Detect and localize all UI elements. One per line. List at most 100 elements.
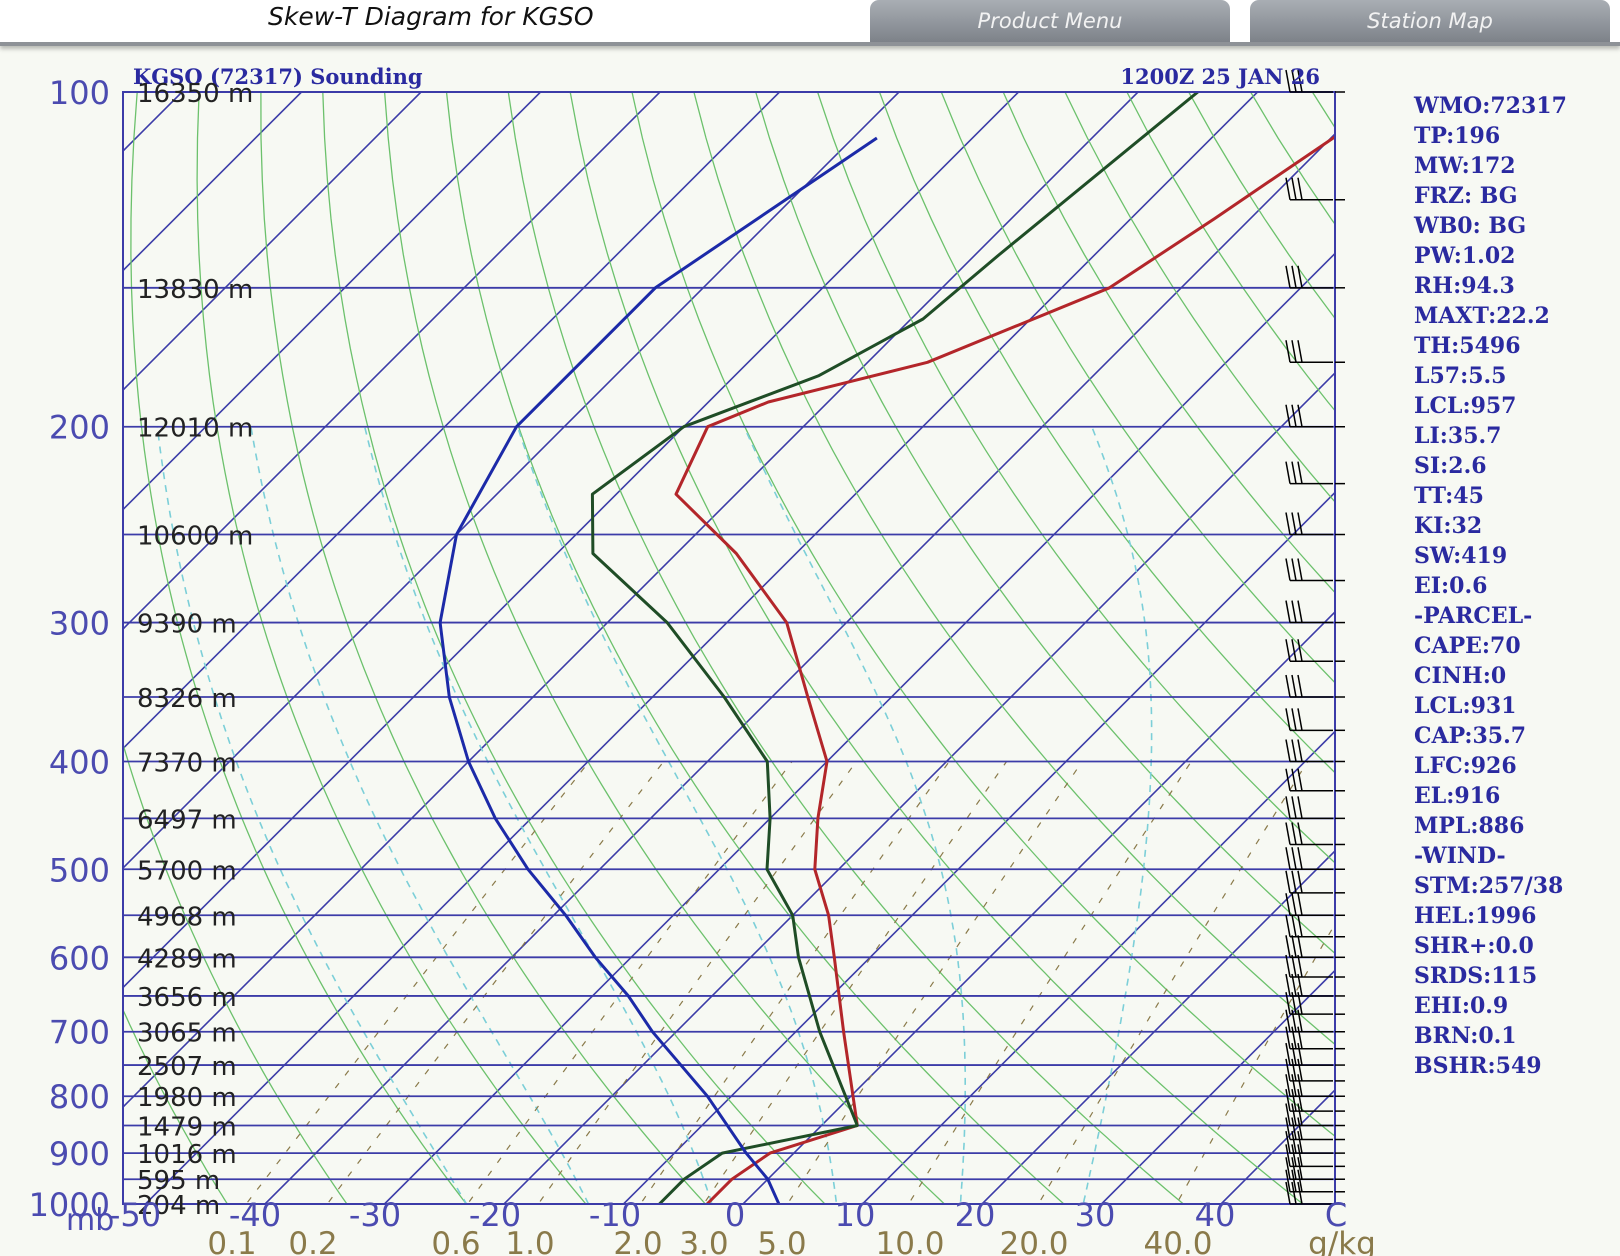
- isotherm-line: [383, 252, 1335, 1204]
- mixing-ratio-line: [326, 761, 665, 1204]
- sounding-index: TP:196: [1414, 123, 1500, 149]
- dry-adiabat-line: [383, 92, 946, 1204]
- mixing-ratio-label: 40.0: [1143, 1226, 1212, 1256]
- height-label: 3065 m: [137, 1019, 237, 1049]
- pressure-tick-label: 800: [49, 1078, 110, 1116]
- isotherm-line: [123, 92, 542, 511]
- dry-adiabat-line: [123, 741, 348, 1204]
- height-label: 1479 m: [137, 1113, 237, 1143]
- wind-barb: [1285, 404, 1345, 428]
- station-map-tab[interactable]: Station Map: [1250, 0, 1610, 42]
- dry-adiabat-line: [693, 92, 1335, 1046]
- product-menu-tab[interactable]: Product Menu: [870, 0, 1230, 42]
- sounding-index: HEL:1996: [1414, 903, 1536, 929]
- height-label: 12010 m: [137, 414, 253, 444]
- wind-barb: [1285, 1042, 1345, 1066]
- wind-barb: [1285, 708, 1345, 732]
- height-label: 8326 m: [137, 684, 237, 714]
- wind-barb: [1285, 822, 1345, 846]
- wind-barb: [1285, 639, 1345, 662]
- pressure-tick-label: 1000: [29, 1186, 110, 1224]
- wind-barb: [1285, 954, 1345, 978]
- dry-adiabat-line: [1188, 92, 1335, 320]
- pressure-tick-label: 900: [49, 1135, 110, 1173]
- mixing-ratio-label: 10.0: [875, 1226, 944, 1256]
- wind-barb: [1285, 914, 1345, 938]
- pressure-tick-label: 600: [49, 939, 110, 977]
- sounding-index: STM:257/38: [1414, 873, 1563, 899]
- mixing-ratio-line: [702, 761, 1008, 1204]
- sounding-index: LCL:931: [1414, 693, 1517, 719]
- height-label: 1016 m: [137, 1140, 237, 1170]
- height-label: 6497 m: [137, 805, 237, 835]
- height-label: 4289 m: [137, 944, 237, 974]
- mixing-ratio-label: 1.0: [505, 1226, 554, 1256]
- temperature-unit-label: C: [1325, 1196, 1347, 1234]
- wind-barb: [1285, 1009, 1345, 1033]
- mixing-ratio-line: [1175, 922, 1335, 1204]
- wind-barb: [1285, 1157, 1345, 1180]
- wind-barb: [1285, 1130, 1345, 1154]
- wind-barb: [1285, 1169, 1345, 1193]
- wind-barb: [1285, 935, 1345, 959]
- pressure-tick-label: 200: [49, 409, 110, 447]
- mixing-ratio-line: [245, 761, 590, 1204]
- pressure-tick-label: 400: [49, 743, 110, 781]
- sounding-index: EI:0.6: [1414, 573, 1487, 599]
- isotherm-line: [123, 92, 900, 869]
- pressure-tick-label: 300: [49, 605, 110, 643]
- chart-title-left: KGSO (72317) Sounding: [133, 64, 423, 89]
- isotherm-line: [1220, 1089, 1335, 1204]
- temperature-tick-label: -40: [229, 1196, 281, 1234]
- dry-adiabat-line: [445, 92, 1065, 1204]
- temperature-tick-label: -50: [109, 1196, 161, 1234]
- sounding-index: LCL:957: [1414, 393, 1517, 419]
- temperature-tick-label: 30: [1075, 1196, 1116, 1234]
- wind-barb: [1285, 847, 1345, 871]
- temperature-profile: [674, 134, 1335, 1204]
- mixing-ratio-line: [786, 761, 1083, 1204]
- pressure-unit-label: mb: [66, 1203, 114, 1238]
- mixing-ratio-line: [537, 761, 857, 1204]
- dry-adiabat-line: [1002, 92, 1335, 594]
- dry-adiabat-line: [507, 92, 1185, 1204]
- mixing-ratio-label: 0.1: [207, 1226, 256, 1256]
- sounding-index: KI:32: [1414, 513, 1482, 539]
- wind-barb: [1285, 768, 1345, 792]
- height-label: 13830 m: [137, 275, 253, 305]
- dry-adiabat-line: [260, 92, 707, 1204]
- parcel-profile: [438, 136, 878, 1204]
- wind-barb: [1285, 600, 1345, 624]
- sounding-index: FRZ: BG: [1414, 183, 1518, 209]
- sounding-index: L57:5.5: [1414, 363, 1506, 389]
- wind-barb: [1285, 265, 1345, 289]
- mixing-ratio-unit-label: g/kg: [1308, 1226, 1376, 1256]
- height-label: 7370 m: [137, 748, 237, 778]
- pressure-tick-label: 700: [49, 1014, 110, 1052]
- temperature-tick-label: -10: [589, 1196, 641, 1234]
- wind-barb: [1285, 340, 1345, 364]
- sounding-index: SHR+:0.0: [1414, 933, 1534, 959]
- dry-adiabat-line: [123, 1008, 229, 1204]
- wind-barb: [1285, 558, 1345, 582]
- pressure-tick-label: 100: [49, 74, 110, 112]
- wind-barb: [1285, 674, 1345, 698]
- sounding-index: MPL:886: [1414, 813, 1524, 839]
- temperature-tick-label: 40: [1195, 1196, 1236, 1234]
- moist-adiabat-line: [516, 426, 838, 1204]
- dry-adiabat-line: [196, 92, 587, 1204]
- sounding-index: BRN:0.1: [1414, 1023, 1517, 1049]
- isotherm-line: [123, 92, 183, 152]
- height-label: 204 m: [137, 1191, 220, 1221]
- sounding-index: SW:419: [1414, 543, 1507, 569]
- isotherm-line: [144, 92, 1259, 1204]
- sounding-index: -PARCEL-: [1414, 603, 1532, 629]
- sounding-index: MW:172: [1414, 153, 1516, 179]
- isotherm-line: [123, 92, 781, 750]
- wind-barb: [1285, 796, 1345, 820]
- height-label: 1980 m: [137, 1083, 237, 1113]
- mixing-ratio-line: [1037, 761, 1309, 1204]
- moist-adiabat-line: [363, 426, 713, 1204]
- moist-adiabat-line: [743, 426, 966, 1204]
